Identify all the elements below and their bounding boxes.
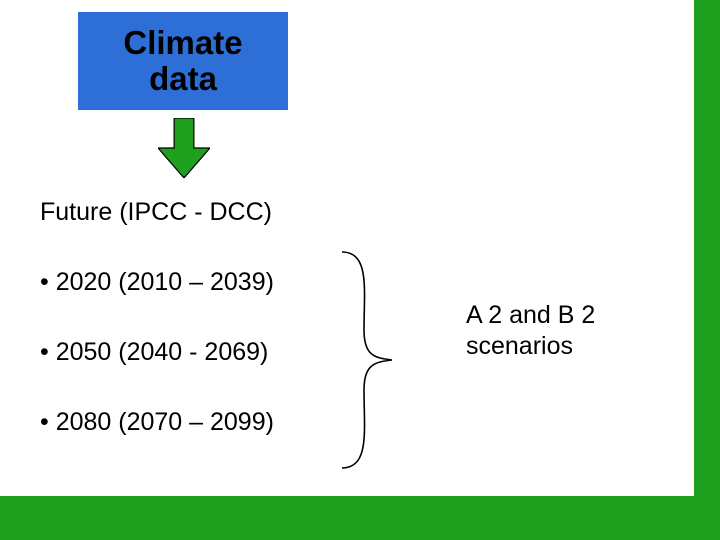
slide: Climate data Future (IPCC - DCC) • 2020 … [0,0,720,540]
scenario-label: A 2 and B 2 scenarios [466,300,595,363]
future-heading: Future (IPCC - DCC) [40,198,272,227]
title-line-2: data [149,61,217,97]
down-arrow-shape [158,118,210,178]
curly-brace-icon [330,250,400,475]
scenario-line-2: scenarios [466,331,595,362]
title-line-1: Climate [123,25,242,61]
bottom-bar [0,496,720,540]
bullet-2080: • 2080 (2070 – 2099) [40,408,274,437]
bullet-2020: • 2020 (2010 – 2039) [40,268,274,297]
right-bar [694,0,720,540]
down-arrow-icon [158,118,210,183]
bullet-2050: • 2050 (2040 - 2069) [40,338,268,367]
scenario-line-1: A 2 and B 2 [466,300,595,331]
title-box: Climate data [78,12,288,110]
